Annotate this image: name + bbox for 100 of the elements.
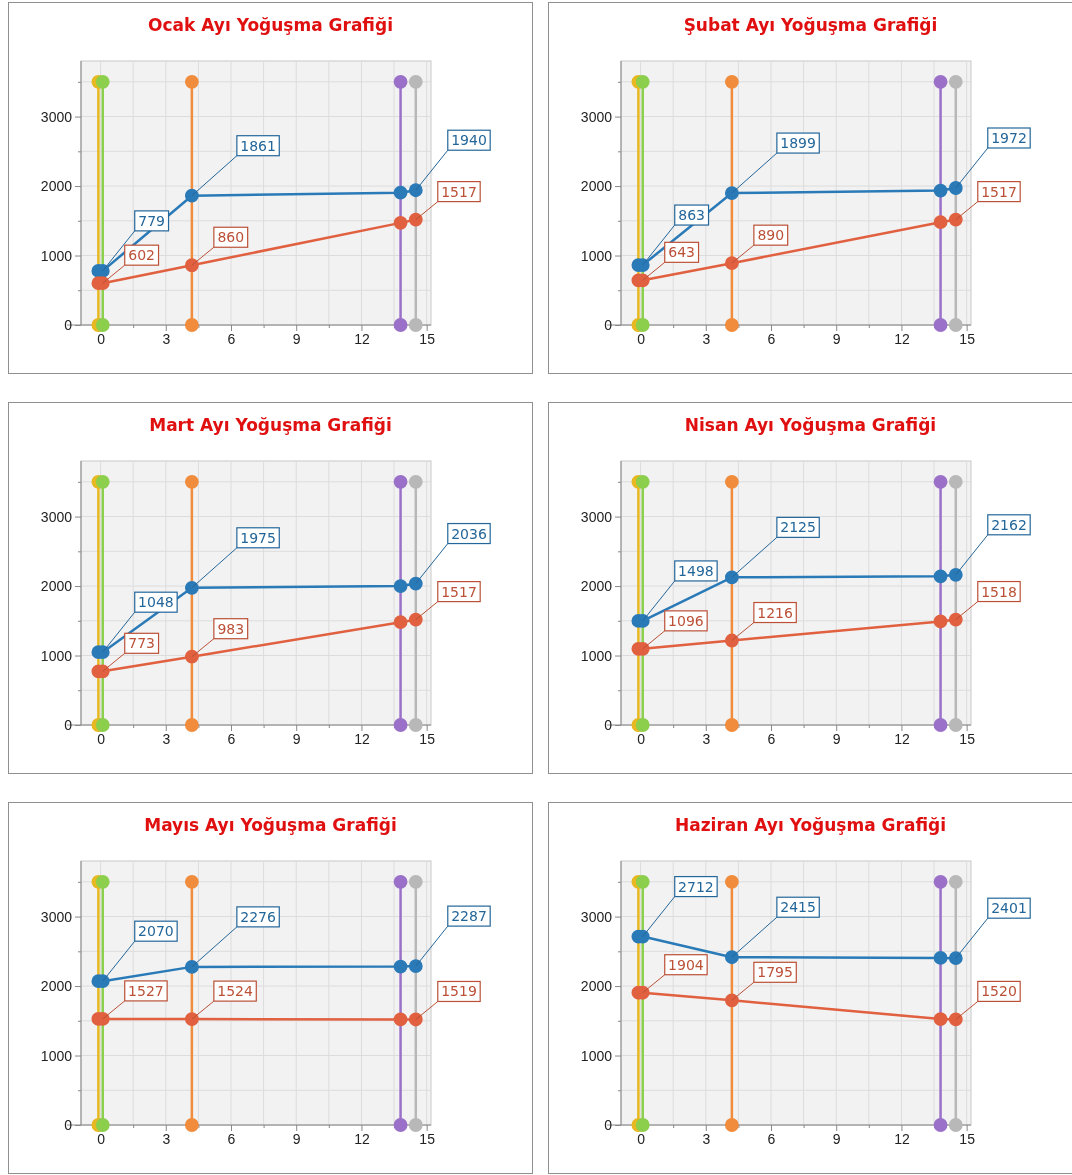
data-label: 1904 [668, 956, 704, 973]
data-label: 2287 [451, 908, 487, 925]
data-label: 863 [678, 207, 706, 224]
data-label: 1795 [757, 964, 793, 981]
chart-title: Haziran Ayı Yoğuşma Grafiği [674, 815, 947, 835]
x-tick-label: 9 [832, 730, 841, 747]
data-label: 2125 [780, 519, 816, 536]
data-label: 983 [217, 620, 245, 637]
y-tick-label: 3000 [580, 908, 613, 925]
x-tick-label: 0 [637, 730, 646, 747]
x-tick-label: 9 [832, 1130, 841, 1147]
data-label: 779 [138, 212, 166, 229]
x-tick-label: 0 [97, 330, 106, 347]
data-label: 1518 [981, 583, 1017, 600]
data-label: 2276 [240, 908, 276, 925]
y-tick-label: 2000 [580, 978, 613, 995]
x-tick-label: 3 [702, 730, 711, 747]
x-tick-label: 3 [162, 730, 171, 747]
x-tick-label: 6 [227, 730, 236, 747]
y-tick-label: 0 [64, 716, 73, 733]
data-label: 1096 [668, 612, 704, 629]
y-tick-label: 1000 [580, 1047, 613, 1064]
data-label: 890 [757, 227, 785, 244]
data-label: 1517 [441, 583, 477, 600]
chart-title: Mayıs Ayı Yoğuşma Grafiği [144, 815, 397, 835]
x-tick-label: 15 [419, 1130, 436, 1147]
data-label: 1527 [128, 982, 164, 999]
data-label: 602 [128, 247, 156, 264]
data-label: 1861 [240, 137, 276, 154]
data-label: 1899 [780, 135, 816, 152]
x-tick-label: 15 [419, 730, 436, 747]
x-tick-label: 3 [702, 1130, 711, 1147]
data-label: 2162 [991, 516, 1027, 533]
data-label: 1517 [441, 183, 477, 200]
chart-title: Ocak Ayı Yoğuşma Grafiği [148, 15, 393, 35]
data-label: 860 [217, 229, 245, 246]
x-tick-label: 9 [292, 1130, 301, 1147]
data-label: 773 [128, 635, 156, 652]
y-tick-label: 3000 [580, 108, 613, 125]
y-tick-label: 0 [64, 1116, 73, 1133]
x-tick-label: 12 [354, 1130, 370, 1147]
x-tick-label: 6 [767, 730, 776, 747]
y-tick-label: 0 [604, 316, 613, 333]
y-tick-label: 3000 [40, 108, 73, 125]
data-label: 2712 [678, 878, 714, 895]
x-tick-label: 12 [894, 330, 910, 347]
x-tick-label: 3 [702, 330, 711, 347]
x-tick-label: 15 [959, 330, 976, 347]
y-tick-label: 0 [604, 716, 613, 733]
x-tick-label: 6 [767, 1130, 776, 1147]
data-label: 1519 [441, 983, 477, 1000]
x-tick-label: 6 [227, 330, 236, 347]
data-label: 1972 [991, 130, 1027, 146]
x-tick-label: 3 [162, 1130, 171, 1147]
y-tick-label: 3000 [40, 908, 73, 925]
data-label: 1524 [217, 983, 253, 1000]
chart-title: Mart Ayı Yoğuşma Grafiği [149, 415, 392, 435]
x-tick-label: 0 [97, 730, 106, 747]
x-tick-label: 9 [292, 730, 301, 747]
y-tick-label: 2000 [40, 578, 73, 595]
x-tick-label: 12 [354, 330, 370, 347]
y-tick-label: 1000 [580, 647, 613, 664]
x-tick-label: 0 [637, 330, 646, 347]
data-label: 2036 [451, 525, 487, 542]
data-label: 2415 [780, 899, 816, 916]
y-tick-label: 3000 [40, 508, 73, 525]
y-tick-label: 1000 [40, 647, 73, 664]
data-label: 1975 [240, 529, 276, 546]
y-tick-label: 1000 [40, 1047, 73, 1064]
y-tick-label: 2000 [580, 578, 613, 595]
x-tick-label: 9 [292, 330, 301, 347]
data-label: 1216 [757, 604, 793, 621]
y-tick-label: 1000 [40, 247, 73, 264]
data-label: 643 [668, 244, 696, 261]
y-tick-label: 2000 [580, 178, 613, 195]
data-label: 2070 [138, 923, 174, 940]
x-tick-label: 15 [419, 330, 436, 347]
x-tick-label: 0 [97, 1130, 106, 1147]
x-tick-label: 15 [959, 1130, 976, 1147]
x-tick-label: 15 [959, 730, 976, 747]
y-tick-label: 1000 [580, 247, 613, 264]
x-tick-label: 3 [162, 330, 171, 347]
data-label: 1048 [138, 594, 174, 611]
x-tick-label: 6 [227, 1130, 236, 1147]
y-tick-label: 2000 [40, 178, 73, 195]
data-label: 1940 [451, 132, 487, 149]
y-tick-label: 0 [604, 1116, 613, 1133]
x-tick-label: 12 [894, 1130, 910, 1147]
data-label: 1520 [981, 983, 1017, 1000]
data-label: 1517 [981, 183, 1017, 200]
x-tick-label: 12 [894, 730, 910, 747]
data-label: 1498 [678, 562, 714, 579]
y-tick-label: 3000 [580, 508, 613, 525]
x-tick-label: 9 [832, 330, 841, 347]
y-tick-label: 2000 [40, 978, 73, 995]
data-label: 2401 [991, 900, 1027, 917]
chart-title: Nisan Ayı Yoğuşma Grafiği [684, 415, 937, 435]
x-tick-label: 0 [637, 1130, 646, 1147]
x-tick-label: 12 [354, 730, 370, 747]
chart-title: Şubat Ayı Yoğuşma Grafiği [683, 15, 938, 35]
